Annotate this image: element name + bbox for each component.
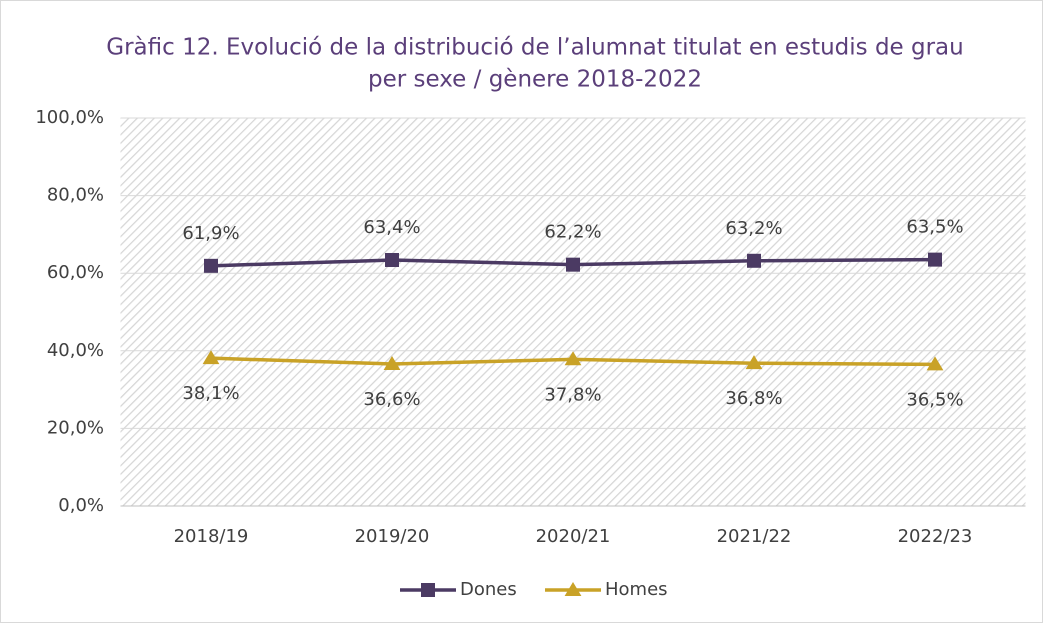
y-tick-label: 0,0%: [58, 495, 104, 516]
x-tick-label: 2021/22: [717, 526, 792, 547]
data-label: 62,2%: [544, 222, 601, 243]
data-label: 36,5%: [906, 389, 963, 410]
point: [564, 351, 582, 366]
y-tick-label: 60,0%: [47, 262, 104, 283]
legend-label: Homes: [605, 579, 668, 600]
plot-area: [120, 118, 1026, 506]
y-tick-label: 80,0%: [47, 185, 104, 206]
data-label: 61,9%: [182, 223, 239, 244]
data-label: 37,8%: [544, 384, 601, 405]
legend-label: Dones: [460, 579, 517, 600]
legend-marker: [421, 583, 435, 597]
chart-title: Gràfic 12. Evolució de la distribució de…: [106, 35, 963, 61]
point: [566, 257, 580, 272]
x-tick-label: 2018/19: [174, 526, 249, 547]
point: [202, 350, 220, 365]
y-tick-label: 100,0%: [35, 107, 104, 128]
y-tick-label: 40,0%: [47, 340, 104, 361]
data-label: 63,2%: [725, 218, 782, 239]
x-tick-label: 2022/23: [898, 526, 973, 547]
y-tick-label: 20,0%: [47, 417, 104, 438]
data-label: 36,8%: [725, 388, 782, 409]
data-label: 38,1%: [182, 383, 239, 404]
point: [747, 253, 761, 268]
data-label: 63,4%: [363, 217, 420, 238]
data-label: 36,6%: [363, 389, 420, 410]
data-label: 63,5%: [906, 217, 963, 238]
x-tick-label: 2020/21: [536, 526, 611, 547]
point: [928, 252, 942, 267]
point: [926, 356, 944, 371]
legend-marker: [564, 581, 582, 596]
point: [204, 258, 218, 273]
point: [385, 253, 399, 268]
point: [383, 355, 401, 370]
point: [745, 355, 763, 370]
x-tick-label: 2019/20: [355, 526, 430, 547]
chart-title: per sexe / gènere 2018-2022: [368, 67, 702, 93]
